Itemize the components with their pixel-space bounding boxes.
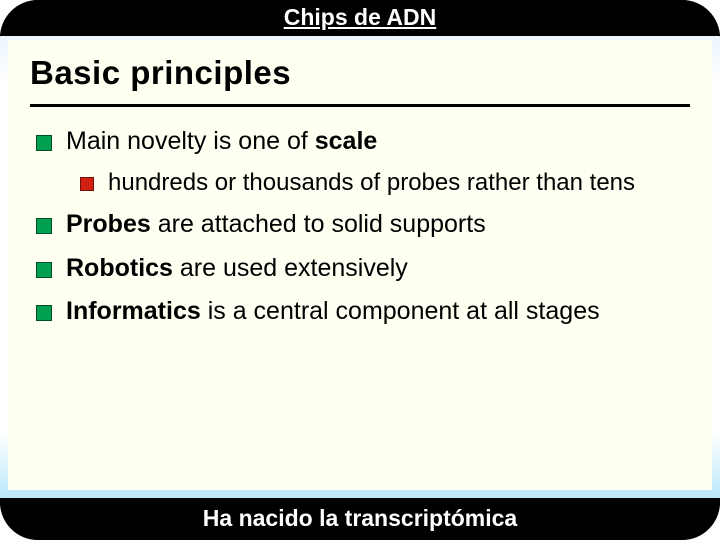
header-title: Chips de ADN bbox=[284, 4, 437, 30]
bullet-pre: Main novelty is one of bbox=[66, 127, 315, 155]
bullet-post: are used extensively bbox=[173, 254, 408, 282]
sub-bullet-text: hundreds or thousands of probes rather t… bbox=[108, 169, 635, 196]
bullet-bold: Probes bbox=[66, 210, 151, 238]
content-area: Basic principles Main novelty is one of … bbox=[0, 36, 720, 498]
bullet-bold: Robotics bbox=[66, 254, 173, 282]
bullet-bold: Informatics bbox=[66, 297, 201, 325]
bullet-post: are attached to solid supports bbox=[151, 210, 486, 238]
list-item: Probes are attached to solid supports bbox=[36, 208, 690, 242]
bullet-bold: scale bbox=[315, 127, 378, 155]
list-item: Informatics is a central component at al… bbox=[36, 295, 690, 329]
slide-footer: Ha nacido la transcriptómica bbox=[0, 498, 720, 540]
title-rule bbox=[30, 104, 690, 107]
slide-frame: Chips de ADN Basic principles Main novel… bbox=[0, 0, 720, 540]
list-item: Main novelty is one of scale hundreds or… bbox=[36, 125, 690, 198]
bullet-post: is a central component at all stages bbox=[201, 297, 600, 325]
slide-title: Basic principles bbox=[30, 54, 690, 92]
sub-list-item: hundreds or thousands of probes rather t… bbox=[80, 167, 690, 198]
bullet-list: Main novelty is one of scale hundreds or… bbox=[30, 125, 690, 329]
list-item: Robotics are used extensively bbox=[36, 252, 690, 286]
sub-list: hundreds or thousands of probes rather t… bbox=[66, 167, 690, 198]
slide-header: Chips de ADN bbox=[0, 0, 720, 36]
inner-panel: Basic principles Main novelty is one of … bbox=[8, 40, 712, 490]
footer-text: Ha nacido la transcriptómica bbox=[203, 505, 517, 531]
